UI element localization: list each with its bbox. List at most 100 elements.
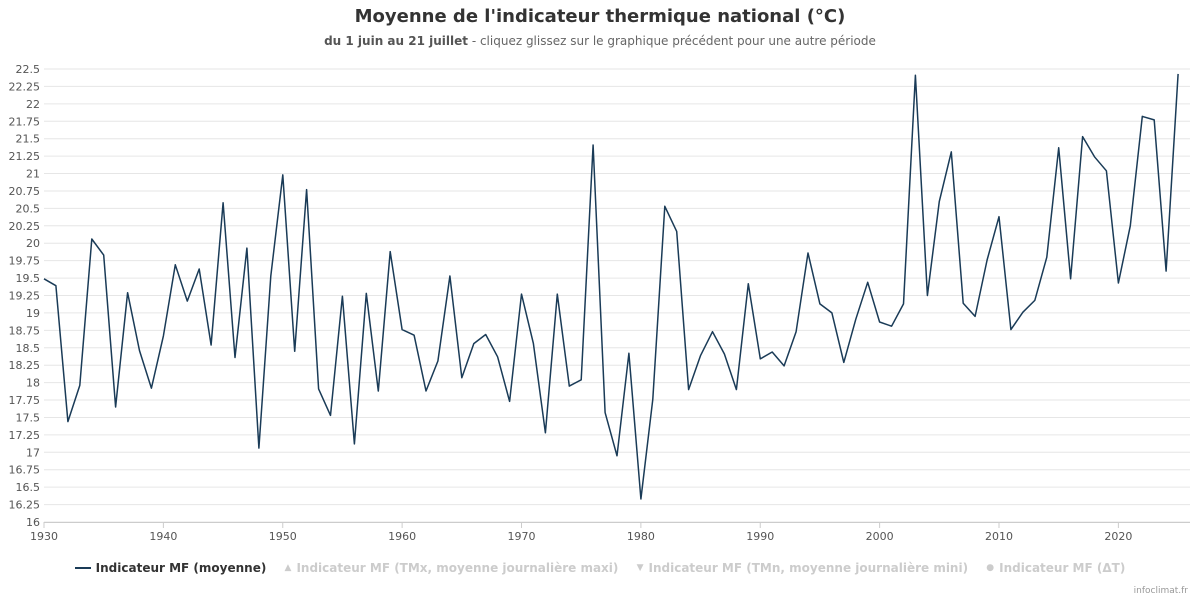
data-point[interactable] — [1115, 280, 1121, 286]
data-point[interactable] — [1068, 276, 1074, 282]
data-point[interactable] — [889, 323, 895, 329]
data-point[interactable] — [662, 203, 668, 209]
data-point[interactable] — [948, 149, 954, 155]
data-point[interactable] — [53, 283, 59, 289]
data-point[interactable] — [113, 404, 119, 410]
data-point[interactable] — [519, 291, 525, 297]
data-point[interactable] — [912, 72, 918, 78]
data-point[interactable] — [471, 341, 477, 347]
series-layer[interactable] — [41, 71, 1181, 502]
series-line[interactable] — [43, 73, 1179, 500]
data-point[interactable] — [125, 290, 131, 296]
data-point[interactable] — [1092, 154, 1098, 160]
data-point[interactable] — [137, 348, 143, 354]
data-point[interactable] — [196, 266, 202, 272]
data-point[interactable] — [328, 412, 334, 418]
data-point[interactable] — [865, 279, 871, 285]
data-point[interactable] — [1175, 71, 1181, 77]
data-point[interactable] — [698, 352, 704, 358]
data-point[interactable] — [363, 290, 369, 296]
data-point[interactable] — [220, 200, 226, 206]
data-point[interactable] — [745, 281, 751, 287]
data-point[interactable] — [638, 496, 644, 502]
data-point[interactable] — [1103, 168, 1109, 174]
data-point[interactable] — [423, 388, 429, 394]
data-point[interactable] — [399, 327, 405, 333]
data-point[interactable] — [65, 419, 71, 425]
data-point[interactable] — [590, 142, 596, 148]
data-point[interactable] — [304, 187, 310, 193]
data-point[interactable] — [1020, 309, 1026, 315]
data-point[interactable] — [507, 398, 513, 404]
data-point[interactable] — [411, 332, 417, 338]
data-point[interactable] — [936, 198, 942, 204]
data-point[interactable] — [972, 313, 978, 319]
data-point[interactable] — [1080, 134, 1086, 140]
data-point[interactable] — [566, 383, 572, 389]
data-point[interactable] — [805, 250, 811, 256]
data-point[interactable] — [781, 363, 787, 369]
data-point[interactable] — [89, 236, 95, 242]
data-point[interactable] — [674, 228, 680, 234]
data-point[interactable] — [351, 441, 357, 447]
data-point[interactable] — [160, 333, 166, 339]
data-point[interactable] — [877, 319, 883, 325]
data-point[interactable] — [1032, 297, 1038, 303]
data-point[interactable] — [996, 214, 1002, 220]
data-point[interactable] — [793, 329, 799, 335]
data-point[interactable] — [769, 349, 775, 355]
data-point[interactable] — [1056, 145, 1062, 151]
legend-item-tmn[interactable]: ▼ Indicateur MF (TMn, moyenne journalière… — [637, 561, 969, 575]
data-point[interactable] — [650, 396, 656, 402]
legend-item-moyenne[interactable]: Indicateur MF (moyenne) — [74, 561, 266, 575]
data-point[interactable] — [435, 358, 441, 364]
data-point[interactable] — [77, 382, 83, 388]
data-point[interactable] — [554, 291, 560, 297]
data-point[interactable] — [316, 386, 322, 392]
data-point[interactable] — [280, 172, 286, 178]
data-point[interactable] — [256, 445, 262, 451]
data-point[interactable] — [41, 276, 47, 282]
data-point[interactable] — [1139, 113, 1145, 119]
credits-link[interactable]: infoclimat.fr — [1133, 586, 1188, 596]
data-point[interactable] — [626, 350, 632, 356]
data-point[interactable] — [960, 300, 966, 306]
data-point[interactable] — [148, 385, 154, 391]
data-point[interactable] — [447, 273, 453, 279]
data-point[interactable] — [483, 332, 489, 338]
data-point[interactable] — [101, 252, 107, 258]
data-point[interactable] — [614, 453, 620, 459]
data-point[interactable] — [387, 249, 393, 255]
data-point[interactable] — [686, 387, 692, 393]
data-point[interactable] — [232, 355, 238, 361]
data-point[interactable] — [1127, 223, 1133, 229]
data-point[interactable] — [375, 388, 381, 394]
data-point[interactable] — [841, 359, 847, 365]
data-point[interactable] — [578, 377, 584, 383]
data-point[interactable] — [1008, 327, 1014, 333]
data-point[interactable] — [924, 293, 930, 299]
data-point[interactable] — [1163, 268, 1169, 274]
data-point[interactable] — [1044, 254, 1050, 260]
data-point[interactable] — [184, 298, 190, 304]
data-point[interactable] — [244, 245, 250, 251]
legend-item-tmx[interactable]: ▲ Indicateur MF (TMx, moyenne journalière… — [285, 561, 619, 575]
data-point[interactable] — [292, 348, 298, 354]
data-point[interactable] — [721, 351, 727, 357]
data-point[interactable] — [757, 356, 763, 362]
data-point[interactable] — [853, 316, 859, 322]
data-point[interactable] — [1151, 117, 1157, 123]
data-point[interactable] — [733, 387, 739, 393]
data-point[interactable] — [268, 273, 274, 279]
data-point[interactable] — [984, 257, 990, 263]
data-point[interactable] — [817, 301, 823, 307]
legend-item-delta[interactable]: ● Indicateur MF (ΔT) — [986, 561, 1125, 575]
data-point[interactable] — [602, 410, 608, 416]
data-point[interactable] — [829, 310, 835, 316]
data-point[interactable] — [208, 342, 214, 348]
data-point[interactable] — [339, 293, 345, 299]
data-point[interactable] — [901, 301, 907, 307]
data-point[interactable] — [710, 329, 716, 335]
data-point[interactable] — [495, 354, 501, 360]
